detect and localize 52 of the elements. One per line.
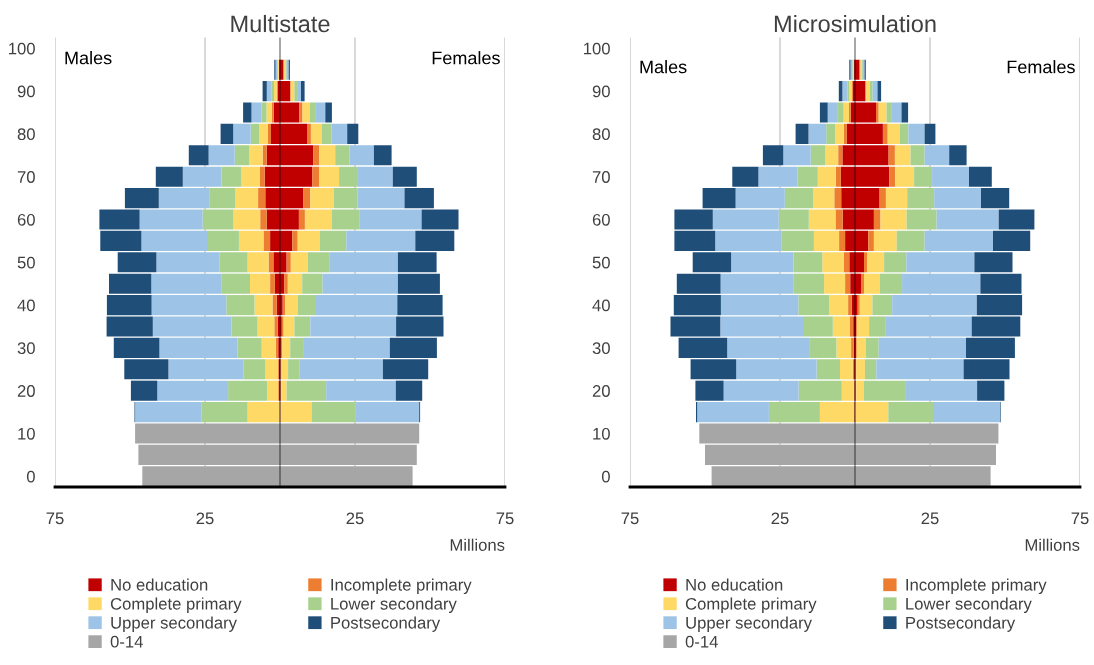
x-tick-label: 75: [46, 512, 64, 525]
y-tick-label: 10: [593, 427, 610, 440]
legend-label: Incomplete primary: [906, 578, 1047, 595]
x-tick-label: 25: [921, 512, 939, 525]
annotation: Females: [1007, 60, 1075, 74]
y-tick-label: 0: [601, 470, 610, 483]
legend-label: Postsecondary: [331, 616, 441, 632]
legend-label: Complete primary: [110, 597, 242, 613]
legend-label: Complete primary: [685, 597, 817, 613]
x-tick-label: 75: [621, 512, 639, 525]
y-tick-label: 100: [584, 42, 610, 55]
legend-label: 0-14: [110, 635, 143, 648]
x-tick-label: 25: [771, 512, 789, 525]
y-tick-label: 70: [17, 171, 35, 183]
x-tick-label: 75: [496, 512, 514, 525]
x-tick-label: 25: [346, 512, 364, 525]
y-tick-label: 70: [592, 171, 610, 183]
y-tick-label: 40: [17, 299, 35, 312]
y-tick-label: 40: [592, 299, 610, 312]
y-tick-label: 100: [9, 42, 35, 55]
y-tick-label: 30: [592, 342, 610, 355]
legend-label: Lower secondary: [331, 597, 457, 613]
annotation: Males: [65, 51, 112, 65]
y-tick-label: 60: [17, 213, 35, 226]
y-tick-label: 80: [17, 128, 35, 141]
legend-label: Postsecondary: [906, 616, 1016, 632]
y-tick-label: 30: [17, 342, 35, 355]
x-tick-label: 25: [196, 512, 214, 525]
legend-label: Upper secondary: [111, 616, 237, 632]
y-tick-label: 20: [592, 385, 610, 397]
y-tick-label: 10: [18, 427, 35, 440]
y-tick-label: 90: [592, 85, 610, 98]
y-tick-label: 80: [592, 128, 610, 141]
x-axis-title: Millions: [1025, 538, 1080, 551]
y-tick-label: 60: [592, 213, 610, 226]
annotation: Males: [640, 60, 687, 74]
annotation: Females: [432, 51, 500, 65]
y-tick-label: 50: [17, 256, 35, 269]
legend-label: 0-14: [685, 635, 718, 648]
legend-label: Incomplete primary: [331, 578, 472, 595]
legend-label: Lower secondary: [906, 597, 1032, 613]
y-tick-label: 0: [26, 470, 35, 483]
y-tick-label: 90: [17, 85, 35, 98]
x-tick-label: 75: [1071, 512, 1089, 525]
legend-label: No education: [111, 578, 208, 591]
legend-label: Upper secondary: [686, 616, 812, 632]
y-tick-label: 50: [592, 256, 610, 269]
chart-title: Multistate: [231, 14, 330, 33]
chart-title: Microsimulation: [774, 14, 936, 33]
legend-label: No education: [686, 578, 783, 591]
x-axis-title: Millions: [450, 538, 505, 551]
y-tick-label: 20: [17, 385, 35, 397]
